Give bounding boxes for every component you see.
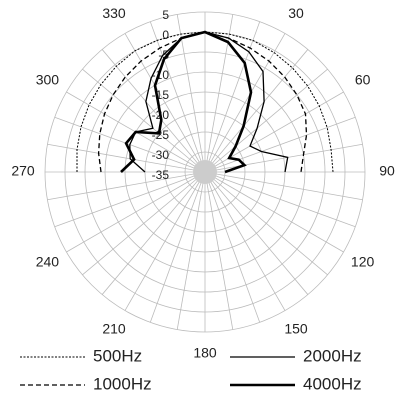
r-tick-label: 0 — [162, 28, 169, 42]
grid-ring — [164, 131, 246, 213]
theta-tick-label: 240 — [36, 254, 60, 270]
grid-ring — [44, 11, 366, 333]
theta-tick-label: 330 — [102, 5, 126, 21]
legend-label: 1000Hz — [93, 374, 152, 393]
theta-tick-label: 300 — [36, 72, 60, 88]
theta-tick-label: 60 — [355, 72, 371, 88]
theta-tick-label: 90 — [379, 163, 395, 179]
theta-tick-label: 150 — [284, 320, 308, 336]
series-line — [120, 30, 253, 174]
theta-tick-label: 30 — [288, 5, 304, 21]
r-tick-label: 5 — [162, 8, 169, 22]
legend-label: 2000Hz — [303, 346, 362, 365]
theta-tick-label: 210 — [102, 320, 126, 336]
r-tick-label: -35 — [152, 168, 170, 182]
grid-ring — [84, 51, 326, 293]
r-tick-label: -30 — [152, 148, 170, 162]
theta-tick-label: 270 — [11, 163, 35, 179]
legend-label: 500Hz — [93, 346, 142, 365]
r-tick-label: -15 — [152, 88, 170, 102]
legend-label: 4000Hz — [303, 374, 362, 393]
r-tick-label: -25 — [152, 128, 170, 142]
theta-tick-label: 120 — [351, 254, 375, 270]
theta-tick-label: 180 — [193, 345, 217, 361]
grid-ring — [104, 71, 306, 273]
center-disk — [193, 160, 217, 184]
